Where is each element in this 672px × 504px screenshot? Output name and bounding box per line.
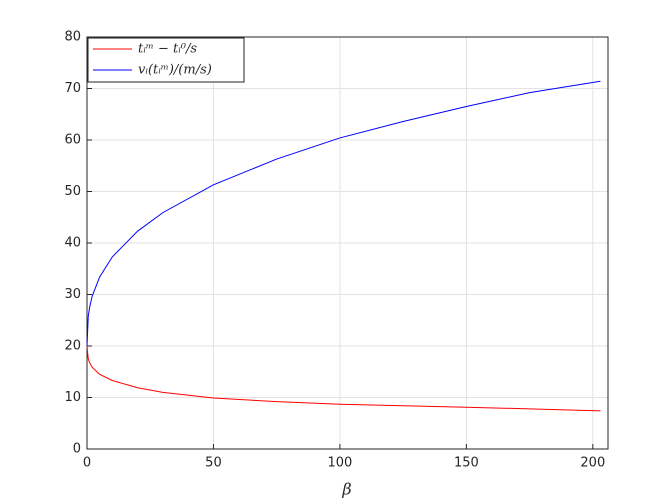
legend-label: tᵢᵐ − tᵢ⁰/s [138,42,197,57]
y-tick-label: 10 [64,390,81,405]
y-tick-label: 80 [64,30,81,45]
y-tick-label: 0 [73,442,81,457]
legend-box [87,37,245,83]
x-tick-label: 150 [454,456,479,471]
y-tick-label: 30 [64,287,81,302]
series-line [86,345,601,412]
legend-label: vᵢ(tᵢᵐ)/(m/s) [138,63,212,78]
x-tick-label: 0 [83,456,91,471]
y-tick-label: 40 [64,236,81,251]
axes-box [86,36,609,450]
x-tick-label: 200 [580,456,605,471]
y-tick-label: 60 [64,133,81,148]
x-tick-label: 100 [327,456,352,471]
y-tick-label: 20 [64,339,81,354]
x-axis-label: β [341,480,351,499]
x-tick-label: 50 [205,456,222,471]
y-tick-label: 70 [64,81,81,96]
series-line [86,80,601,347]
y-tick-label: 50 [64,184,81,199]
